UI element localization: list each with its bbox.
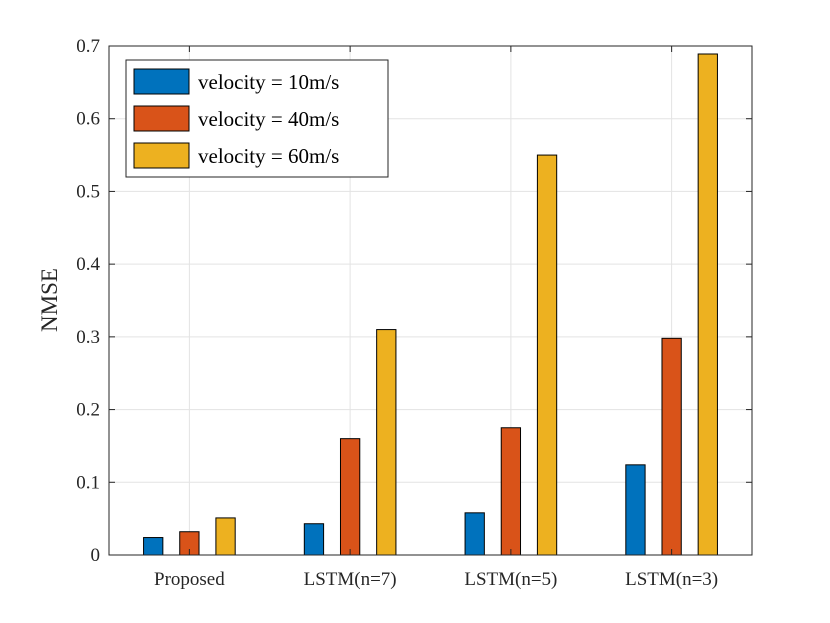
y-tick-label: 0.7 [76,36,100,57]
y-tick-label: 0 [91,545,101,566]
x-tick-label: LSTM(n=3) [625,569,718,590]
bar [661,337,682,556]
bar [215,517,236,556]
legend: velocity = 10m/s velocity = 40m/s velocity… [125,59,389,178]
bars [143,53,718,556]
x-tick-label: LSTM(n=7) [304,569,397,590]
bar [303,523,325,556]
y-tick-label: 0.4 [76,254,100,275]
bar [143,537,164,556]
legend-label: velocity = 40m/s [198,107,339,131]
y-axis-label: NMSE [37,268,62,332]
bar [376,329,397,556]
legend-label: velocity = 10m/s [198,70,339,94]
bar [500,427,522,556]
x-tick-label: LSTM(n=5) [464,569,557,590]
y-tick-label: 0.2 [76,400,100,421]
legend-swatch [133,68,190,95]
bar [464,512,485,556]
y-tick-label: 0.6 [76,109,100,130]
bar [697,53,718,556]
bar [339,438,361,556]
y-tick-label: 0.5 [76,181,100,202]
plot-frame [108,45,753,556]
y-axis: 0 0.1 0.2 0.3 0.4 0.5 0.6 0.7 [76,36,752,566]
y-tick-label: 0.3 [76,327,100,348]
legend-swatch [133,105,190,132]
y-tick-label: 0.1 [76,472,100,493]
legend-swatch [133,142,190,169]
x-tick-label: Proposed [154,569,225,590]
bar [625,464,646,556]
bar [536,154,558,556]
legend-label: velocity = 60m/s [198,144,339,168]
x-axis: Proposed LSTM(n=7) LSTM(n=5) LSTM(n=3) [154,46,718,590]
